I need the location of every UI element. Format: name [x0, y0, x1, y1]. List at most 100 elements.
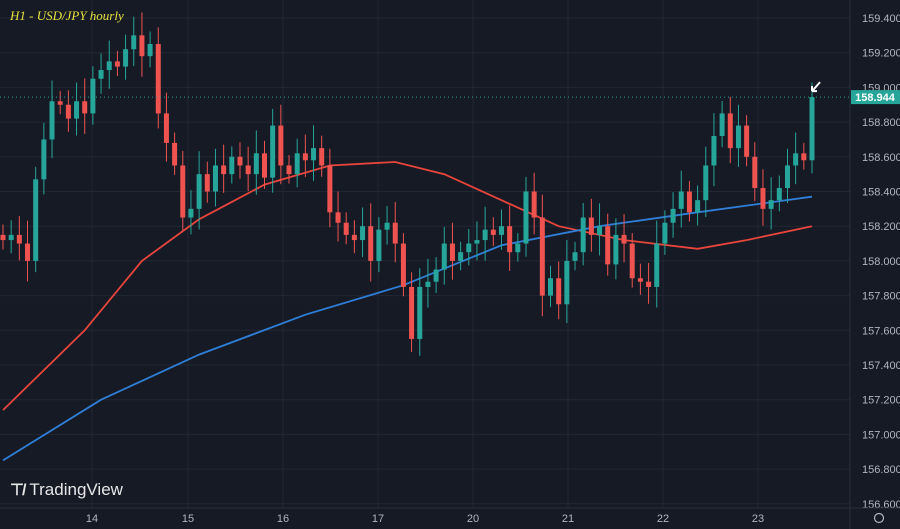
candle-body: [613, 234, 619, 265]
candle-body: [65, 104, 71, 119]
candle-body: [515, 243, 521, 253]
y-tick-label: 157.800: [862, 291, 900, 303]
candle-body: [466, 243, 472, 253]
y-tick-label: 156.600: [862, 499, 900, 511]
candle-body: [564, 260, 570, 305]
candle-body: [163, 113, 169, 143]
candle-body: [368, 226, 374, 261]
candle-body: [147, 44, 153, 57]
candle-body: [261, 153, 267, 178]
y-tick-label: 158.000: [862, 256, 900, 268]
y-tick-label: 157.000: [862, 429, 900, 441]
candle-body: [646, 281, 652, 287]
candle-body: [278, 125, 284, 166]
candle-body: [449, 243, 455, 261]
candle-body: [212, 165, 218, 192]
candle-body: [253, 153, 259, 175]
candle-body: [498, 226, 504, 235]
candle-body: [433, 269, 439, 282]
candle-body: [131, 35, 137, 50]
candle-body: [678, 191, 684, 209]
y-tick-label: 159.200: [862, 48, 900, 60]
candle-body: [229, 156, 235, 175]
candle-body: [188, 208, 194, 218]
candle-body: [588, 217, 594, 235]
y-tick-label: 158.600: [862, 152, 900, 164]
candle-body: [629, 243, 635, 279]
arrow-annotation-icon: [811, 81, 821, 93]
candle-body: [172, 142, 178, 166]
candle-body: [441, 243, 447, 270]
candle-body: [311, 148, 317, 161]
y-tick-label: 157.600: [862, 325, 900, 337]
y-tick-label: 159.400: [862, 13, 900, 25]
candle-body: [760, 188, 766, 209]
moving-average-line: [2, 161, 813, 411]
candle-body: [695, 200, 701, 213]
x-tick-label: 20: [467, 513, 479, 525]
candle-body: [572, 252, 578, 261]
candle-body: [392, 222, 398, 244]
candle-body: [744, 125, 750, 157]
candle-body: [82, 101, 88, 114]
y-tick-label: 156.800: [862, 464, 900, 476]
candle-body: [784, 165, 790, 189]
tradingview-logo: ⊤/TradingView: [10, 480, 123, 499]
candle-body: [376, 229, 382, 261]
x-tick-label: 16: [277, 513, 289, 525]
candle-body: [711, 135, 717, 166]
candle-body: [776, 188, 782, 201]
candle-body: [123, 49, 129, 67]
candle-body: [0, 234, 6, 241]
candle-body: [245, 165, 251, 175]
settings-icon[interactable]: [873, 512, 885, 524]
x-tick-label: 21: [562, 513, 574, 525]
candle-body: [41, 139, 47, 180]
candle-body: [507, 226, 513, 253]
candle-body: [556, 278, 562, 305]
candle-body: [417, 286, 423, 339]
candle-body: [809, 97, 815, 161]
candle-body: [801, 153, 807, 161]
candle-body: [221, 165, 227, 175]
candle-body: [270, 125, 276, 178]
candle-body: [768, 200, 774, 209]
candle-body: [139, 35, 145, 57]
candle-body: [302, 153, 308, 161]
candle-body: [400, 243, 406, 287]
candle-body: [458, 252, 464, 261]
candle-body: [482, 229, 488, 241]
candle-body: [360, 226, 366, 241]
candle-body: [106, 61, 112, 71]
candle-body: [637, 278, 643, 282]
candle-body: [662, 222, 668, 244]
candle-body: [654, 243, 660, 287]
candle-body: [548, 278, 554, 296]
candle-body: [719, 113, 725, 136]
candle-body: [196, 174, 202, 209]
y-tick-label: 157.400: [862, 360, 900, 372]
candle-body: [204, 174, 210, 192]
candle-body: [294, 153, 300, 175]
candle-body: [531, 191, 537, 218]
candle-body: [90, 78, 96, 114]
candle-body: [727, 113, 733, 149]
candle-body: [327, 165, 333, 213]
candle-body: [597, 226, 603, 235]
candle-body: [57, 101, 63, 105]
candle-body: [752, 156, 758, 189]
candle-body: [474, 240, 480, 244]
x-tick-label: 14: [86, 513, 98, 525]
candle-body: [155, 44, 161, 114]
y-tick-label: 158.400: [862, 187, 900, 199]
candle-body: [425, 281, 431, 287]
candle-body: [735, 125, 741, 149]
chart-title: H1 - USD/JPY hourly: [10, 8, 124, 23]
candle-body: [409, 286, 415, 339]
y-tick-label: 158.800: [862, 117, 900, 129]
candle-body: [539, 217, 545, 296]
candle-body: [523, 191, 529, 244]
candle-body: [286, 165, 292, 175]
moving-average-line: [2, 195, 813, 462]
